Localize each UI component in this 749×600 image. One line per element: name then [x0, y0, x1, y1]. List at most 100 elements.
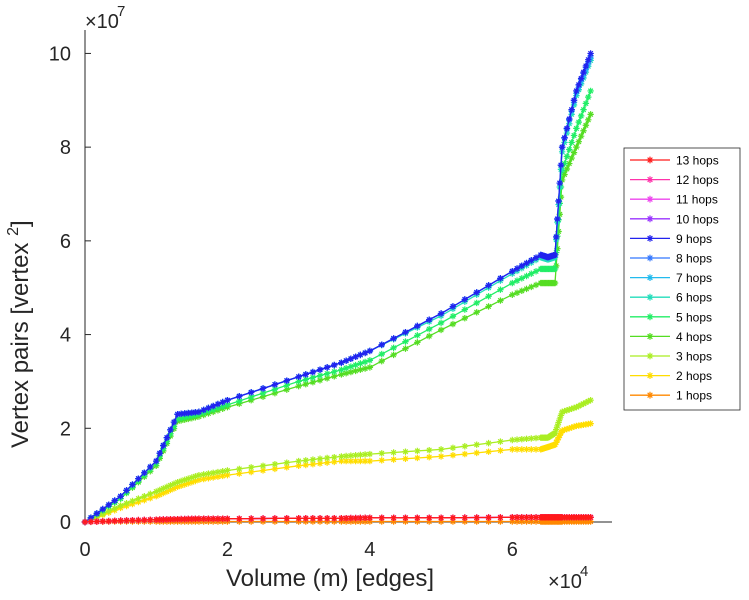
data-point	[309, 374, 317, 381]
data-point	[209, 406, 217, 413]
data-point	[205, 475, 212, 482]
data-point	[461, 514, 469, 521]
data-point	[195, 476, 203, 484]
data-point	[513, 514, 521, 521]
data-point	[577, 75, 585, 82]
data-point	[283, 464, 290, 471]
series-2-hops	[81, 420, 594, 526]
legend-label: 6 hops	[676, 291, 712, 305]
data-point	[555, 228, 562, 235]
data-point	[99, 518, 107, 525]
data-point	[224, 471, 231, 479]
data-point	[509, 518, 516, 525]
data-point	[214, 400, 222, 408]
data-point	[551, 429, 559, 437]
data-point	[561, 426, 568, 434]
data-point	[563, 153, 571, 160]
data-point	[316, 377, 324, 384]
data-point	[259, 515, 267, 522]
data-point	[147, 463, 154, 471]
data-point	[170, 418, 178, 426]
x-tick-label: 0	[79, 539, 90, 561]
data-point	[185, 409, 192, 417]
data-point	[200, 475, 207, 483]
data-point	[497, 514, 504, 521]
y-tick-label: 8	[60, 137, 71, 159]
data-point	[247, 464, 255, 471]
data-point	[117, 517, 124, 524]
data-point	[338, 515, 345, 522]
legend-swatch-marker	[646, 254, 654, 262]
legend-label: 3 hops	[676, 350, 712, 364]
legend-item: 8 hops	[630, 252, 712, 266]
data-point	[316, 460, 324, 467]
data-point	[347, 514, 355, 522]
y-exponent-base: ×10	[85, 11, 119, 33]
data-point	[473, 309, 480, 316]
data-point	[414, 514, 421, 521]
data-point	[513, 518, 521, 525]
data-point	[437, 326, 445, 334]
data-point	[573, 143, 580, 151]
data-point	[342, 364, 350, 372]
data-point	[577, 133, 585, 140]
data-point	[347, 452, 355, 459]
data-point	[461, 450, 469, 458]
data-point	[309, 518, 317, 525]
data-point	[528, 446, 535, 453]
data-point	[209, 469, 217, 476]
data-point	[558, 427, 566, 434]
data-point	[568, 405, 575, 412]
data-point	[553, 233, 560, 241]
data-point	[295, 515, 302, 522]
data-point	[461, 518, 469, 525]
data-point	[361, 514, 369, 522]
data-point	[473, 441, 480, 448]
data-point	[378, 350, 385, 358]
data-point	[580, 400, 587, 407]
data-point	[323, 364, 331, 371]
data-point	[338, 371, 345, 378]
data-point	[532, 518, 540, 525]
data-point	[566, 115, 573, 123]
data-point	[309, 461, 317, 468]
x-axis-label: Volume (m) [edges]	[226, 565, 434, 592]
x-tick-label: 2	[222, 539, 233, 561]
data-point	[219, 515, 226, 522]
data-point	[352, 452, 359, 459]
data-point	[551, 441, 559, 448]
data-point	[117, 502, 124, 509]
data-point	[553, 262, 560, 270]
data-point	[573, 87, 580, 95]
data-point	[570, 132, 578, 139]
data-point	[437, 319, 445, 327]
data-point	[185, 413, 192, 420]
data-point	[402, 448, 409, 455]
data-point	[528, 270, 535, 277]
data-point	[485, 518, 492, 525]
legend-label: 5 hops	[676, 310, 712, 324]
data-point	[473, 299, 480, 307]
data-point	[156, 450, 163, 457]
data-point	[123, 500, 130, 507]
data-point	[181, 515, 188, 523]
data-point	[582, 100, 590, 107]
data-point	[111, 517, 118, 525]
data-point	[185, 475, 192, 482]
y-tick-label: 4	[60, 325, 71, 347]
data-point	[177, 410, 185, 418]
data-point	[185, 515, 192, 523]
data-point	[99, 505, 107, 513]
data-point	[509, 268, 516, 275]
data-point	[295, 462, 302, 469]
data-point	[563, 125, 571, 132]
data-point	[437, 453, 445, 460]
data-point	[557, 412, 565, 419]
data-point	[224, 401, 231, 409]
data-point	[170, 485, 178, 492]
data-point	[352, 518, 359, 525]
data-point	[214, 515, 222, 522]
data-point	[561, 134, 568, 141]
data-point	[402, 518, 409, 525]
